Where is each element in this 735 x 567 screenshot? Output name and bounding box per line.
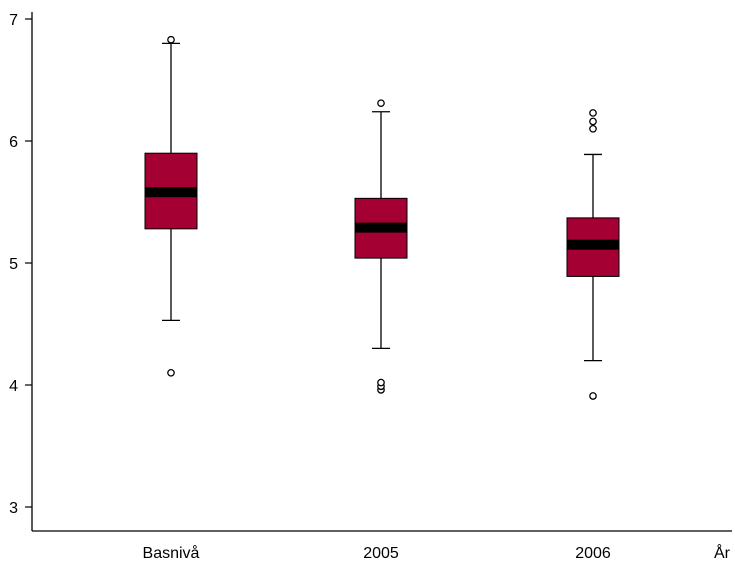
boxes bbox=[144, 35, 620, 400]
outlier-point bbox=[377, 99, 385, 108]
box-3 bbox=[566, 109, 620, 400]
box-1 bbox=[144, 35, 198, 377]
outlier-point bbox=[589, 109, 597, 117]
median-line bbox=[145, 187, 197, 198]
outlier-point bbox=[589, 392, 597, 400]
x-tick-label: Basnivå bbox=[143, 544, 200, 562]
y-tick-label: 6 bbox=[9, 134, 18, 151]
outlier-point bbox=[377, 378, 385, 387]
axis-labels: Basnivå 2005 2006 År bbox=[143, 543, 731, 562]
axes: 3 4 5 6 7 bbox=[9, 12, 732, 532]
x-tick-label: 2005 bbox=[363, 545, 399, 562]
median-line bbox=[355, 222, 407, 233]
y-tick-label: 5 bbox=[9, 256, 18, 273]
outlier-point bbox=[589, 124, 597, 133]
median-line bbox=[567, 239, 619, 250]
y-tick-label: 7 bbox=[9, 12, 18, 29]
x-axis-title: År bbox=[714, 543, 731, 562]
outlier-point bbox=[167, 368, 175, 377]
outlier-point bbox=[589, 117, 597, 126]
y-tick-label: 3 bbox=[9, 500, 18, 517]
outlier-point bbox=[167, 35, 175, 44]
box-2 bbox=[354, 99, 408, 394]
y-tick-label: 4 bbox=[9, 378, 18, 395]
x-tick-label: 2006 bbox=[575, 545, 611, 562]
